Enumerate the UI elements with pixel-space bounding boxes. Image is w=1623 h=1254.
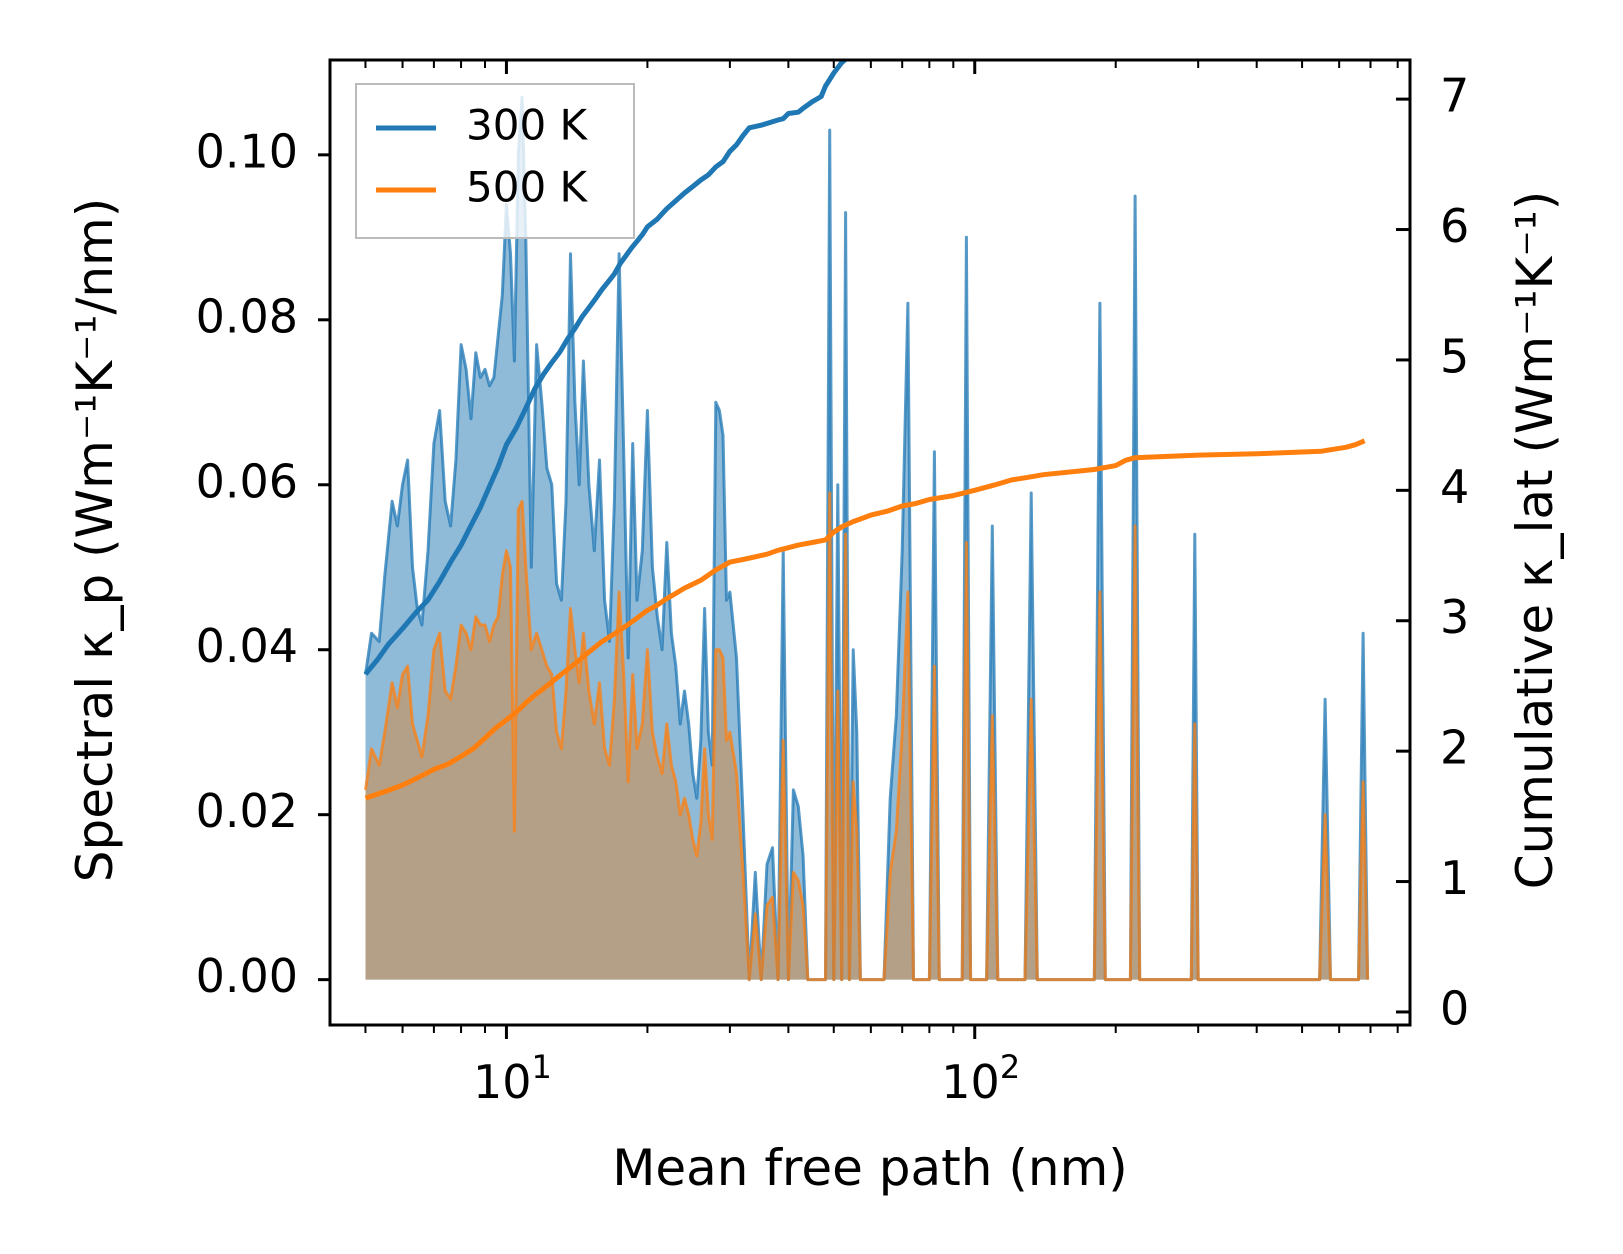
x-tick-label: 101 xyxy=(473,1048,552,1109)
spectral-line-group xyxy=(364,95,1370,982)
legend: 300 K 500 K xyxy=(355,83,635,239)
x-tick-label: 102 xyxy=(941,1048,1020,1109)
x-tick-label-exponent: 2 xyxy=(1000,1048,1020,1086)
y-left-tick-label: 0.02 xyxy=(196,784,298,838)
y-right-tick-label: 1 xyxy=(1440,851,1469,905)
y-right-tick-label: 3 xyxy=(1440,590,1469,644)
y-right-tick-label: 2 xyxy=(1440,721,1469,775)
y-right-tick-label: 4 xyxy=(1440,460,1469,514)
y-right-tick-label: 7 xyxy=(1440,69,1469,123)
y-left-tick-label: 0.04 xyxy=(196,619,298,673)
cumulative-line-300k xyxy=(363,60,849,676)
x-tick-label-base: 10 xyxy=(941,1055,1000,1109)
y-left-axis-label: Spectral κ_p (Wm⁻¹K⁻¹/nm) xyxy=(66,198,124,882)
y-right-tick-label: 6 xyxy=(1440,199,1469,253)
x-tick-label-exponent: 1 xyxy=(532,1048,552,1086)
legend-label-500k: 500 K xyxy=(466,163,589,212)
y-right-tick-labels: 0 1 2 3 4 5 6 7 xyxy=(1440,69,1469,1036)
y-left-tick-label: 0.00 xyxy=(196,949,298,1003)
spectral-fill-group xyxy=(365,97,1368,980)
y-left-tick-label: 0.08 xyxy=(196,289,298,343)
y-right-tick-label: 5 xyxy=(1440,329,1469,383)
cumulative-line-group xyxy=(363,60,1366,801)
legend-label-300k: 300 K xyxy=(466,101,589,150)
tick-group xyxy=(318,60,1410,1039)
y-left-tick-label: 0.10 xyxy=(196,124,298,178)
y-right-axis-label: Cumulative κ_lat (Wm⁻¹K⁻¹) xyxy=(1506,191,1564,890)
y-left-tick-label: 0.06 xyxy=(196,454,298,508)
spectral-line-500k xyxy=(364,491,1370,982)
legend-box xyxy=(355,83,635,239)
y-right-tick-label: 0 xyxy=(1440,981,1469,1035)
x-axis-label: Mean free path (nm) xyxy=(612,1139,1128,1197)
y-left-tick-labels: 0.00 0.02 0.04 0.06 0.08 0.10 xyxy=(196,124,298,1003)
cumulative-line-500k xyxy=(364,438,1366,801)
x-tick-label-base: 10 xyxy=(473,1055,532,1109)
spectral-fill-500k xyxy=(365,493,1368,980)
x-tick-labels: 101 102 xyxy=(473,1048,1020,1109)
